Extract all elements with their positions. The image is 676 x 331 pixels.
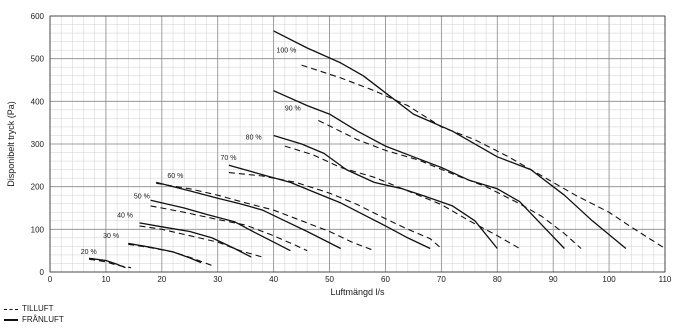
franluft-curve	[156, 181, 341, 250]
y-tick-label: 0	[40, 268, 45, 277]
x-tick-label: 110	[659, 275, 672, 284]
x-tick-label: 70	[437, 275, 446, 284]
x-tick-label: 10	[101, 275, 110, 284]
y-tick-label: 600	[31, 12, 45, 21]
franluft-curve	[273, 90, 565, 249]
percent-label: 80 %	[246, 135, 262, 142]
solid-line-swatch	[4, 319, 18, 321]
tilluft-curve	[228, 172, 442, 249]
tilluft-curve	[150, 205, 308, 252]
y-axis-title: Disponibelt tryck (Pa)	[6, 101, 16, 187]
franluft-curve	[150, 199, 291, 252]
y-tick-label: 300	[31, 140, 45, 149]
percent-label: 30 %	[103, 233, 119, 240]
x-tick-label: 0	[48, 275, 53, 284]
percent-label: 20 %	[81, 249, 97, 256]
percent-label: 50 %	[134, 194, 150, 201]
chart: 20 % 30 % 40 % 50 % 60 % 70 % 80 % 90 % 100 % 0 1…	[6, 12, 672, 297]
legend-label-tilluft: TILLUFT	[22, 304, 54, 313]
y-tick-label: 100	[31, 225, 45, 234]
y-tick-label: 200	[31, 183, 45, 192]
plot-area-frame	[49, 15, 666, 273]
franluft-curve	[273, 30, 627, 250]
dashed-line-swatch	[4, 308, 18, 310]
x-tick-label: 90	[549, 275, 558, 284]
x-tick-label: 30	[213, 275, 222, 284]
percent-label: 60 %	[167, 173, 183, 180]
x-tick-labels: 0 10 20 30 40 50 60 70 80 90 100 110	[48, 275, 672, 284]
x-tick-label: 100	[602, 275, 616, 284]
percent-label: 40 %	[117, 212, 133, 219]
franluft-curve	[128, 242, 202, 264]
percent-labels: 20 % 30 % 40 % 50 % 60 % 70 % 80 % 90 % 100 %	[81, 47, 301, 256]
grid-major	[49, 15, 666, 273]
franluft-curve	[228, 164, 431, 250]
legend-label-franluft: FRÅNLUFT	[22, 315, 64, 324]
percent-label: 90 %	[285, 106, 301, 113]
franluft-curve	[273, 134, 498, 249]
tilluft-curve	[156, 182, 375, 252]
percent-label: 70 %	[221, 155, 237, 162]
tilluft-curve	[301, 64, 666, 249]
x-axis-title: Luftmängd l/s	[330, 287, 385, 297]
franluft-curve	[139, 222, 252, 258]
x-tick-label: 80	[493, 275, 502, 284]
legend-item-tilluft: TILLUFT	[4, 304, 54, 314]
x-tick-label: 40	[269, 275, 278, 284]
y-tick-label: 400	[31, 97, 45, 106]
y-tick-labels: 0 100 200 300 400 500 600	[31, 12, 45, 277]
curves	[89, 30, 666, 269]
legend-item-franluft: FRÅNLUFT	[4, 315, 64, 325]
percent-label: 100 %	[276, 47, 296, 54]
y-tick-label: 500	[31, 55, 45, 64]
x-tick-label: 50	[325, 275, 334, 284]
tilluft-curve	[139, 225, 263, 258]
x-tick-label: 20	[157, 275, 166, 284]
franluft-curve	[89, 257, 126, 269]
x-tick-label: 60	[381, 275, 390, 284]
